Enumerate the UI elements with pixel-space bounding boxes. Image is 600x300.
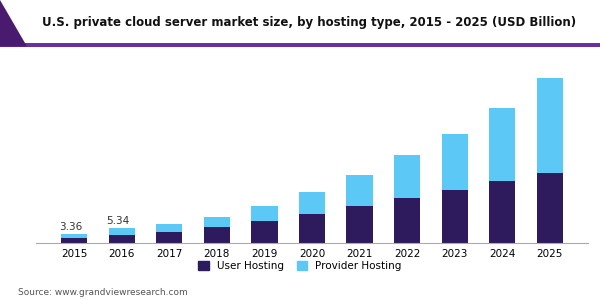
Bar (156, 232, 182, 243)
Text: U.S. private cloud server market size, by hosting type, 2015 - 2025 (USD Billion: U.S. private cloud server market size, b… (42, 16, 576, 29)
Polygon shape (0, 0, 27, 46)
Text: 3.36: 3.36 (59, 222, 82, 232)
Bar (537, 77, 563, 173)
Text: 5.34: 5.34 (107, 216, 130, 226)
Legend: User Hosting, Provider Hosting: User Hosting, Provider Hosting (194, 257, 406, 276)
Bar (346, 175, 373, 206)
Bar (251, 206, 278, 221)
Bar (109, 235, 135, 243)
Bar (109, 228, 135, 235)
Bar (204, 217, 230, 227)
Text: Source: www.grandviewresearch.com: Source: www.grandviewresearch.com (18, 288, 188, 297)
Bar (489, 182, 515, 243)
Bar (394, 198, 420, 243)
Bar (204, 227, 230, 243)
Bar (156, 224, 182, 232)
Bar (394, 155, 420, 198)
Bar (61, 238, 87, 243)
Bar (299, 192, 325, 214)
Bar (251, 221, 278, 243)
Bar (489, 108, 515, 182)
Bar (442, 190, 468, 243)
Bar (0, 43, 600, 46)
Bar (346, 206, 373, 243)
Bar (537, 173, 563, 243)
Bar (442, 134, 468, 190)
Bar (61, 234, 87, 238)
Bar (299, 214, 325, 243)
